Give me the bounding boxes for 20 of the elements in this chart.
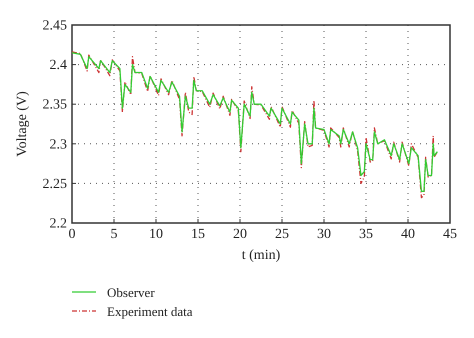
- y-tick-label: 2.25: [42, 176, 67, 192]
- y-tick-label: 2.3: [50, 137, 67, 152]
- x-tick-label: 5: [110, 226, 118, 242]
- y-tick-label: 2.4: [50, 58, 67, 74]
- x-axis-title: t (min): [242, 248, 281, 263]
- y-tick-label: 2.2: [50, 216, 67, 232]
- x-tick-label: 35: [359, 226, 373, 242]
- legend-label: Experiment data: [107, 304, 193, 319]
- x-tick-label: 45: [443, 226, 457, 242]
- y-tick-label: 2.35: [42, 98, 67, 113]
- x-tick-label: 40: [401, 226, 415, 242]
- x-tick-label: 20: [233, 226, 247, 242]
- y-tick-label: 2.45: [42, 18, 67, 34]
- x-tick-label: 15: [191, 226, 205, 242]
- x-tick-label: 0: [68, 226, 76, 242]
- legend-label: Observer: [107, 285, 156, 300]
- x-tick-label: 30: [317, 226, 331, 242]
- y-axis-title: Voltage (V): [15, 90, 30, 157]
- x-tick-label: 25: [275, 226, 289, 242]
- x-tick-label: 10: [149, 226, 163, 242]
